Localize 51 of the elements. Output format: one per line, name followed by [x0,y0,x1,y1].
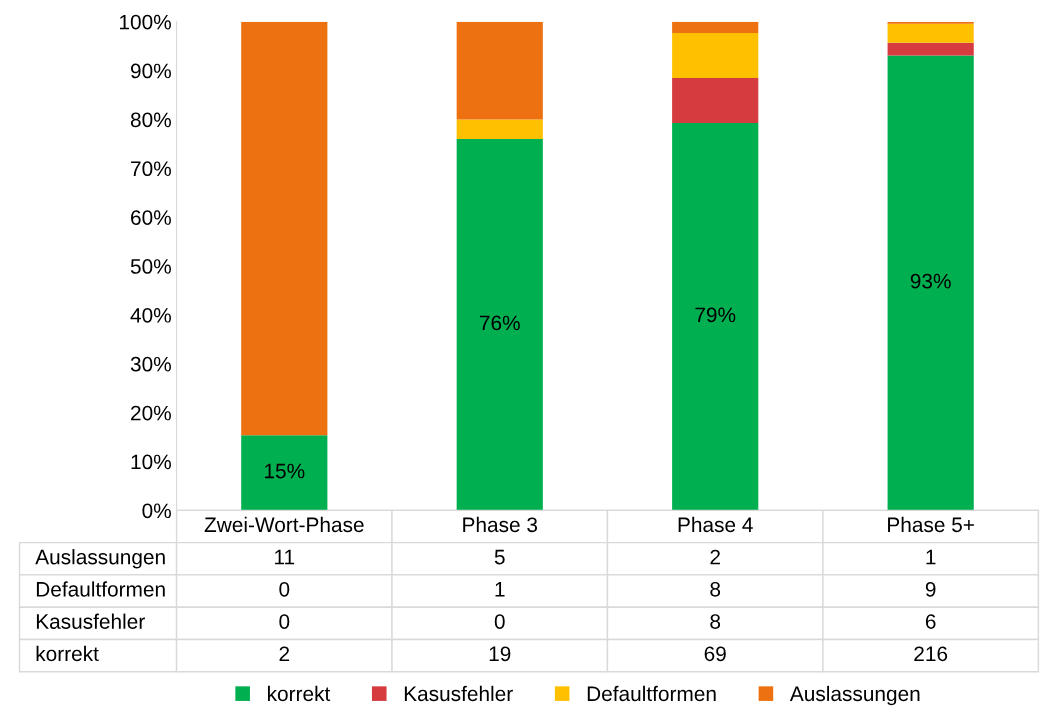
text: 8 [710,581,721,597]
text: 1 [495,582,505,597]
bar [241,21,328,436]
bar [456,21,543,120]
y-tick-label: 70% [131,161,171,177]
text: 69 [704,646,726,662]
legend-label: korrekt [268,685,331,702]
text: 0 [279,614,290,629]
y-tick-label: 60% [131,210,171,225]
y-tick-label: 50% [130,259,171,274]
text: 19 [489,646,511,662]
data-label: 15% [265,463,305,479]
x-tick-label: Phase 4 [678,516,753,533]
bar [672,32,759,78]
text: 6 [925,614,936,629]
text: Auslassungen [35,549,165,569]
bar [887,42,974,56]
text: 5 [494,549,505,565]
y-tick-label: 80% [130,112,171,128]
text: 0 [279,581,290,597]
bar [887,23,974,43]
y-tick-label: 0% [142,503,171,519]
text: korrekt [36,645,99,662]
text: Kasusfehler [36,613,145,629]
text: 1 [926,549,936,565]
y-tick-label: 100% [120,14,171,30]
y-tick-label: 40% [130,307,171,323]
bar [456,119,543,140]
legend-label: Defaultformen [587,685,716,702]
text: 0 [494,614,505,629]
text: 8 [710,614,721,629]
legend-label: Auslassungen [789,685,920,706]
data-label: 76% [479,315,520,331]
y-tick-label: 90% [130,63,171,79]
y-tick-label: 20% [131,405,171,421]
text: 9 [925,581,936,597]
y-tick-label: 10% [131,454,171,470]
bar [672,77,759,123]
text: 216 [914,646,948,662]
text: Defaultformen [36,581,165,597]
data-label: 79% [695,307,736,323]
data-label: 93% [910,273,951,289]
bar [672,21,759,33]
text: 2 [710,549,720,565]
x-tick-label: Zwei-Wort-Phase [204,516,364,533]
y-tick-label: 30% [130,356,171,372]
x-tick-label: Phase 3 [463,516,538,533]
text: 2 [279,646,290,661]
legend-label: Kasusfehler [404,685,513,702]
x-tick-label: Phase 5+ [888,516,974,533]
text: 11 [275,549,295,565]
